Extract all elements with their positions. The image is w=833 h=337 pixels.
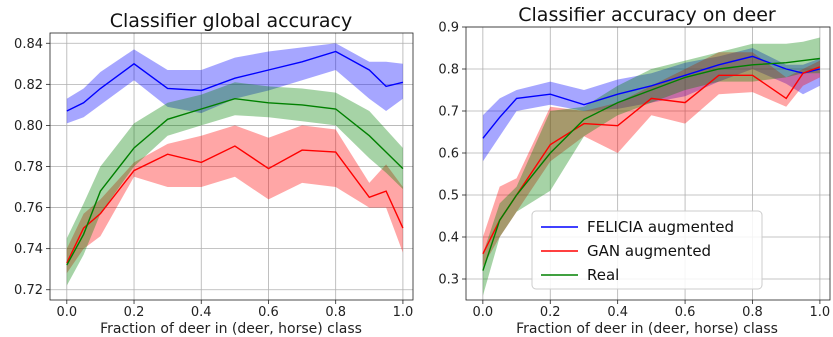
chart-left: Classifier global accuracy 0.0 0.2 0.4 0.6 0… <box>14 10 414 337</box>
x-tick-label: 0.6 <box>258 305 279 320</box>
line-series-2 <box>482 57 820 271</box>
y-tick-label: 0.4 <box>438 231 459 246</box>
legend-label-real: Real <box>587 266 619 284</box>
x-tick-label: 0.2 <box>124 305 145 320</box>
legend-label-felicia: FELICIA augmented <box>587 218 734 236</box>
y-tick-label: 0.74 <box>14 242 43 257</box>
plot-frame <box>465 26 831 301</box>
bands <box>66 43 403 286</box>
x-tick-label: 0.2 <box>540 305 561 320</box>
line-series-0 <box>482 55 821 139</box>
legend-item: FELICIA augmented <box>541 218 734 236</box>
y-ticks: 0.72 0.74 0.76 0.78 0.80 0.82 0.84 <box>14 37 50 298</box>
x-tick-label: 0.4 <box>607 305 628 320</box>
x-axis-label: Fraction of deer in (deer, horse) class <box>516 321 778 337</box>
x-tick-label: 0.8 <box>742 305 763 320</box>
y-tick-label: 0.82 <box>14 78 43 93</box>
x-tick-label: 0.8 <box>325 305 346 320</box>
chart-title: Classifier global accuracy <box>110 10 352 32</box>
chart-title: Classifier accuracy on deer <box>518 4 776 26</box>
legend-item: GAN augmented <box>541 242 711 260</box>
x-ticks: 0.0 0.2 0.4 0.6 0.8 1.0 <box>473 300 831 320</box>
y-tick-label: 0.72 <box>14 283 43 298</box>
legend-item: Real <box>541 266 619 284</box>
x-tick-label: 0.4 <box>191 305 212 320</box>
x-ticks: 0.0 0.2 0.4 0.6 0.8 1.0 <box>56 300 413 320</box>
y-tick-label: 0.5 <box>438 189 459 204</box>
y-tick-label: 0.9 <box>438 21 459 36</box>
band-series-1 <box>482 52 820 267</box>
band-series-0 <box>66 43 403 124</box>
y-ticks: 0.3 0.4 0.5 0.6 0.7 0.8 0.9 <box>438 21 466 288</box>
legend-label-gan: GAN augmented <box>587 242 711 260</box>
x-axis-label: Fraction of deer in (deer, horse) class <box>100 321 362 337</box>
chart-right: Classifier accuracy on deer 0.0 0.2 0.4 0.6… <box>438 4 831 337</box>
legend-box <box>531 210 763 290</box>
y-tick-label: 0.80 <box>14 119 43 134</box>
x-tick-label: 1.0 <box>393 305 414 320</box>
lines <box>66 50 404 266</box>
line-series-1 <box>66 145 404 264</box>
y-tick-label: 0.7 <box>438 105 459 120</box>
x-tick-label: 0.6 <box>675 305 696 320</box>
y-tick-label: 0.84 <box>14 37 43 52</box>
y-tick-label: 0.6 <box>438 147 459 162</box>
y-tick-label: 0.78 <box>14 160 43 175</box>
grid <box>50 33 413 300</box>
line-series-2 <box>66 97 404 266</box>
line-series-0 <box>66 50 404 112</box>
x-tick-label: 0.0 <box>56 305 77 320</box>
legend: FELICIA augmented GAN augmented Real <box>531 210 763 290</box>
y-tick-label: 0.8 <box>438 63 459 78</box>
y-tick-label: 0.3 <box>438 273 459 288</box>
x-tick-label: 1.0 <box>810 305 831 320</box>
y-tick-label: 0.76 <box>14 201 43 216</box>
x-tick-label: 0.0 <box>473 305 494 320</box>
lines <box>482 55 821 271</box>
band-series-0 <box>482 48 820 162</box>
